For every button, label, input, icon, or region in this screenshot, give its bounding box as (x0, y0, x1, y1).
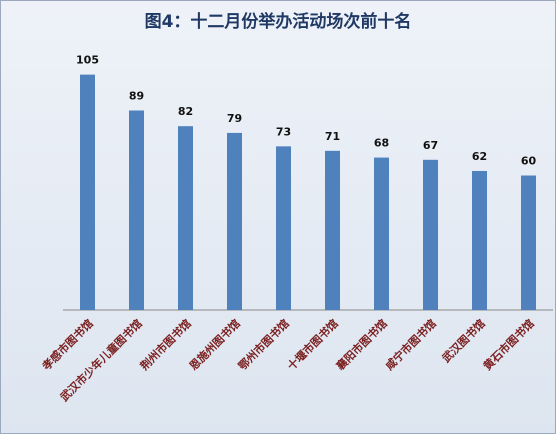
bar (129, 110, 144, 310)
bar (521, 175, 536, 310)
bar (80, 74, 95, 310)
bar (374, 157, 389, 310)
bar (178, 126, 193, 310)
value-label: 67 (423, 139, 438, 152)
value-label: 60 (521, 155, 537, 168)
bar (227, 132, 242, 310)
value-label: 79 (227, 112, 242, 125)
value-label: 73 (276, 125, 291, 138)
value-label: 71 (325, 130, 340, 143)
value-label: 105 (76, 54, 99, 67)
bar (472, 171, 487, 310)
value-label: 62 (472, 150, 487, 163)
value-label: 68 (374, 137, 389, 150)
chart-title: 图4：十二月份举办活动场次前十名 (145, 11, 412, 32)
bar (325, 150, 340, 310)
value-label: 89 (129, 89, 144, 102)
bar (276, 146, 291, 310)
value-label: 82 (178, 105, 193, 118)
bar (423, 159, 438, 310)
